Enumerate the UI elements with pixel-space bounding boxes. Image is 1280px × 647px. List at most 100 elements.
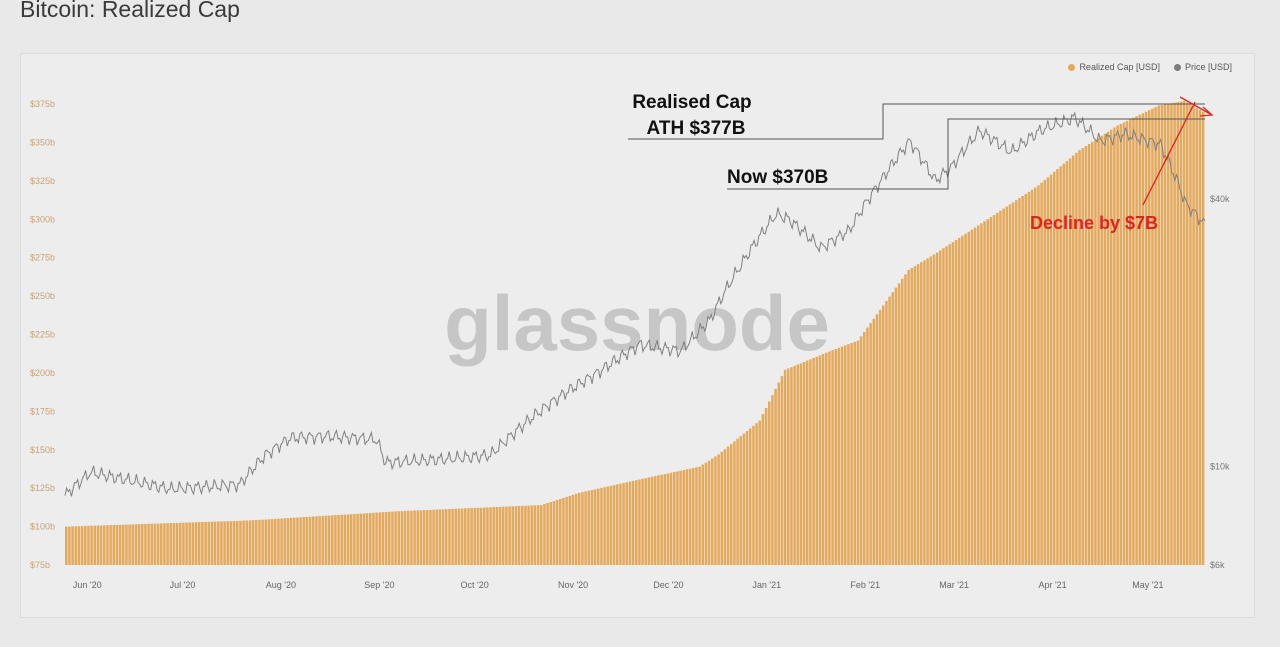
realized-cap-bar <box>1037 185 1040 565</box>
realized-cap-bar <box>277 518 280 565</box>
realized-cap-bar <box>226 521 230 565</box>
realized-cap-bar <box>739 436 743 565</box>
realized-cap-bar <box>429 509 432 565</box>
left-axis-tick-label: $100b <box>30 522 55 532</box>
realized-cap-bar <box>1094 139 1097 565</box>
realized-cap-bar <box>112 525 116 565</box>
decline-label: Decline by $7B <box>1030 213 1158 233</box>
realized-cap-bar <box>179 522 182 565</box>
realized-cap-bar <box>866 327 869 565</box>
realized-cap-bar <box>397 511 401 565</box>
realized-cap-bar <box>891 292 895 565</box>
realized-cap-bar <box>948 244 952 565</box>
realized-cap-bar <box>1005 206 1009 565</box>
x-axis-tick-label: Jan '21 <box>752 580 781 590</box>
ath-label-line1: Realised Cap <box>632 92 751 113</box>
realized-cap-bar <box>438 509 442 565</box>
legend-label: Realized Cap [USD] <box>1079 62 1160 72</box>
realized-cap-bar <box>280 518 283 565</box>
realized-cap-bar <box>274 518 277 565</box>
realized-cap-bar <box>612 485 616 565</box>
realized-cap-bar <box>730 444 733 565</box>
realized-cap-bar <box>299 517 302 565</box>
realized-cap-bar <box>631 480 635 565</box>
realized-cap-bar <box>951 242 955 565</box>
realized-cap-bar <box>625 482 629 565</box>
realized-cap-bar <box>521 505 524 565</box>
realized-cap-bar <box>768 401 771 565</box>
realized-cap-bar <box>1027 191 1031 566</box>
realized-cap-bar <box>327 515 331 565</box>
realized-cap-bar <box>476 507 480 565</box>
realized-cap-bar <box>505 506 508 565</box>
realized-cap-bar <box>150 523 154 565</box>
realized-cap-bar <box>546 503 549 565</box>
realized-cap-bar <box>331 515 334 565</box>
realized-cap-bar <box>587 490 591 565</box>
realized-cap-bar <box>821 354 825 565</box>
realized-cap-bar <box>312 516 315 565</box>
realized-cap-bar <box>289 517 293 565</box>
realized-cap-bar <box>175 522 179 565</box>
realized-cap-bar <box>758 420 762 565</box>
x-axis-tick-label: Nov '20 <box>558 580 588 590</box>
realized-cap-bar <box>863 331 866 565</box>
realized-cap-bar <box>141 524 144 565</box>
realized-cap-bar <box>666 473 670 565</box>
price-dot-icon <box>1173 64 1181 72</box>
realized-cap-bar <box>853 341 857 565</box>
realized-cap-bar <box>923 260 926 565</box>
realized-cap-bar <box>844 345 847 565</box>
realized-cap-bar <box>217 521 220 565</box>
realized-cap-bar <box>498 506 502 565</box>
realized-cap-bar <box>198 522 201 565</box>
realized-cap-bar <box>144 523 147 565</box>
x-axis-tick-label: Oct '20 <box>461 580 489 590</box>
realized-cap-bar <box>84 525 87 565</box>
realized-cap-bar <box>1122 122 1126 566</box>
realized-cap-bar <box>619 483 622 565</box>
realized-cap-bar <box>365 513 369 565</box>
realized-cap-bar <box>692 468 695 565</box>
realized-cap-bar <box>460 508 464 565</box>
realized-cap-bar <box>137 524 141 565</box>
realized-cap-bar <box>1075 152 1078 566</box>
realized-cap-bar <box>229 521 233 565</box>
realized-cap-bar <box>574 493 578 565</box>
realized-cap-bar <box>267 519 271 565</box>
realized-cap-bar <box>1103 133 1107 565</box>
realized-cap-bar <box>1087 144 1091 565</box>
realized-cap-bar <box>1081 148 1085 565</box>
realized-cap-bar <box>555 499 559 565</box>
ath-label-line2: ATH $377B <box>647 118 746 139</box>
realized-cap-bar <box>454 508 458 565</box>
realized-cap-bar <box>223 521 226 565</box>
realized-cap-bar <box>324 515 328 565</box>
realized-cap-bar <box>578 492 581 565</box>
realized-cap-bar <box>850 343 853 565</box>
realized-cap-bar <box>1110 129 1113 565</box>
realized-cap-bar <box>511 506 515 565</box>
realized-cap-bar <box>362 513 366 565</box>
left-axis-tick-label: $175b <box>30 406 55 416</box>
realized-cap-bar <box>467 508 470 565</box>
legend-item-price[interactable]: Price [USD] <box>1173 62 1232 72</box>
left-axis-tick-label: $250b <box>30 291 55 301</box>
realized-cap-bar <box>356 513 359 565</box>
realized-cap-bar <box>1049 174 1053 565</box>
left-axis-tick-label: $75b <box>30 560 50 570</box>
realized-cap-bar <box>191 522 195 565</box>
realized-cap-bar <box>679 470 682 565</box>
realized-cap-bar <box>422 510 426 565</box>
arrow-head-icon <box>1199 106 1214 117</box>
realized-cap-bar <box>628 481 632 565</box>
now-label: Now $370B <box>727 167 828 188</box>
legend-item-realized-cap[interactable]: Realized Cap [USD] <box>1068 62 1160 72</box>
realized-cap-bar <box>479 507 483 565</box>
bars <box>65 100 1205 566</box>
realized-cap-bar <box>163 523 166 565</box>
realized-cap-bar <box>495 507 499 565</box>
x-axis-tick-label: Aug '20 <box>266 580 296 590</box>
realized-cap-bar <box>682 470 686 565</box>
realized-cap-bar <box>1053 171 1056 566</box>
